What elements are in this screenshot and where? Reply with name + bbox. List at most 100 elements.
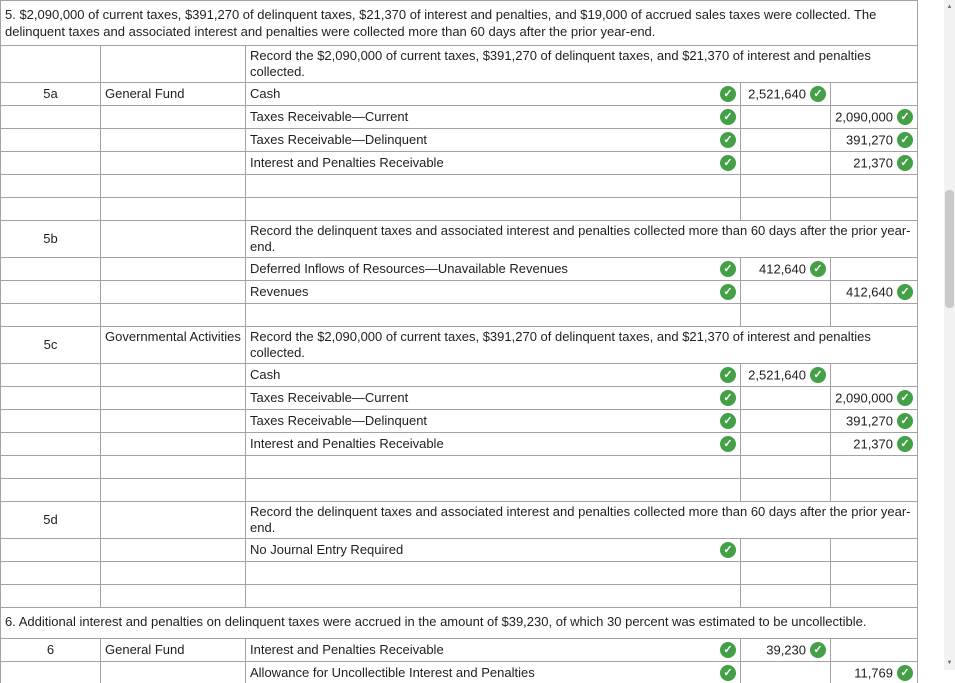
instruction-text: 5. $2,090,000 of current taxes, $391,270… (0, 0, 918, 46)
account-title-cell[interactable]: No Journal Entry Required ✓ (245, 538, 741, 562)
debit-amount-cell (740, 303, 831, 327)
fund-cell (100, 501, 246, 539)
credit-amount-cell[interactable]: 391,270 ✓ (830, 128, 918, 152)
scroll-down-button[interactable]: ▼ (944, 656, 955, 670)
check-icon: ✓ (897, 284, 913, 301)
credit-amount-cell (830, 455, 918, 479)
entry-number-cell (0, 455, 101, 479)
debit-amount-cell[interactable] (740, 151, 831, 175)
fund-cell (100, 45, 246, 83)
credit-amount-cell[interactable]: 412,640 ✓ (830, 280, 918, 304)
account-title: Deferred Inflows of Resources—Unavailabl… (250, 261, 568, 276)
fund-cell (100, 661, 246, 683)
check-icon: ✓ (897, 665, 913, 682)
check-icon: ✓ (720, 367, 736, 383)
entry-row: 6 General Fund Interest and Penalties Rece… (0, 638, 918, 662)
check-icon: ✓ (810, 642, 826, 659)
check-icon: ✓ (720, 155, 736, 171)
entry-number-cell (0, 280, 101, 304)
account-title-cell[interactable]: Taxes Receivable—Delinquent ✓ (245, 128, 741, 152)
account-title-cell[interactable]: Interest and Penalties Receivable ✓ (245, 151, 741, 175)
account-title-cell[interactable]: Allowance for Uncollectible Interest and… (245, 661, 741, 683)
credit-amount: 21,370 (853, 155, 893, 171)
entry-number-cell: 5a (0, 82, 101, 106)
debit-amount-cell[interactable] (740, 661, 831, 683)
entry-number-cell (0, 197, 101, 221)
account-title: Taxes Receivable—Delinquent (250, 132, 428, 147)
check-icon: ✓ (810, 261, 826, 278)
debit-amount-cell (740, 455, 831, 479)
credit-amount-cell[interactable]: 2,090,000 ✓ (830, 105, 918, 129)
debit-amount-cell[interactable] (740, 409, 831, 433)
entry-number-cell: 5c (0, 326, 101, 364)
description-row: 5d Record the delinquent taxes and associ… (0, 501, 918, 539)
credit-amount-cell[interactable]: 21,370 ✓ (830, 151, 918, 175)
credit-amount-cell[interactable] (830, 82, 918, 106)
credit-amount-cell[interactable] (830, 638, 918, 662)
scroll-up-button[interactable]: ▲ (944, 0, 955, 14)
fund-cell (100, 478, 246, 502)
check-icon: ✓ (720, 86, 736, 102)
entry-number-cell: 5b (0, 220, 101, 258)
debit-amount-cell[interactable] (740, 432, 831, 456)
account-title-cell[interactable]: Interest and Penalties Receivable ✓ (245, 432, 741, 456)
fund-cell (100, 220, 246, 258)
credit-amount-cell[interactable] (830, 257, 918, 281)
vertical-scrollbar[interactable]: ▲ ▼ (944, 0, 955, 670)
account-title-cell[interactable]: Cash ✓ (245, 82, 741, 106)
debit-amount-cell[interactable] (740, 280, 831, 304)
account-title: Taxes Receivable—Current (250, 109, 409, 124)
account-title: Allowance for Uncollectible Interest and… (250, 665, 535, 680)
debit-amount: 2,521,640 (748, 86, 806, 102)
scrollbar-thumb[interactable] (945, 190, 954, 308)
debit-amount-cell[interactable] (740, 105, 831, 129)
entry-number-cell (0, 151, 101, 175)
account-title-cell[interactable]: Deferred Inflows of Resources—Unavailabl… (245, 257, 741, 281)
entry-number-cell (0, 661, 101, 683)
credit-amount: 21,370 (853, 436, 893, 452)
entry-row: Cash ✓ 2,521,640 ✓ (0, 363, 918, 387)
fund-cell (100, 538, 246, 562)
credit-amount-cell (830, 303, 918, 327)
credit-amount-cell[interactable]: 21,370 ✓ (830, 432, 918, 456)
scroll-down-icon: ▼ (946, 660, 953, 666)
fund-cell (100, 128, 246, 152)
credit-amount-cell (830, 478, 918, 502)
account-title-cell[interactable]: Taxes Receivable—Current ✓ (245, 105, 741, 129)
account-title-cell[interactable]: Taxes Receivable—Delinquent ✓ (245, 409, 741, 433)
entry-number-cell (0, 257, 101, 281)
account-title-cell[interactable]: Interest and Penalties Receivable ✓ (245, 638, 741, 662)
credit-amount-cell[interactable]: 391,270 ✓ (830, 409, 918, 433)
debit-amount-cell[interactable] (740, 538, 831, 562)
debit-amount-cell (740, 197, 831, 221)
check-icon: ✓ (897, 413, 913, 430)
credit-amount-cell[interactable] (830, 538, 918, 562)
account-title-cell[interactable]: Taxes Receivable—Current ✓ (245, 386, 741, 410)
check-icon: ✓ (720, 390, 736, 406)
fund-cell (100, 363, 246, 387)
credit-amount-cell[interactable] (830, 363, 918, 387)
entry-description-cell: Record the $2,090,000 of current taxes, … (245, 326, 918, 364)
debit-amount-cell[interactable]: 2,521,640 ✓ (740, 82, 831, 106)
debit-amount-cell[interactable] (740, 386, 831, 410)
debit-amount-cell[interactable]: 412,640 ✓ (740, 257, 831, 281)
credit-amount-cell[interactable]: 2,090,000 ✓ (830, 386, 918, 410)
account-title-cell[interactable]: Cash ✓ (245, 363, 741, 387)
entry-row: Taxes Receivable—Delinquent ✓ 391,270 ✓ (0, 128, 918, 152)
debit-amount-cell[interactable]: 39,230 ✓ (740, 638, 831, 662)
credit-amount: 391,270 (846, 132, 893, 148)
fund-cell (100, 174, 246, 198)
account-title-cell[interactable]: Revenues ✓ (245, 280, 741, 304)
debit-amount-cell[interactable]: 2,521,640 ✓ (740, 363, 831, 387)
account-title-cell (245, 455, 741, 479)
fund-cell (100, 303, 246, 327)
check-icon: ✓ (720, 642, 736, 658)
account-title: Taxes Receivable—Delinquent (250, 413, 428, 428)
check-icon: ✓ (720, 436, 736, 452)
credit-amount-cell[interactable]: 11,769 ✓ (830, 661, 918, 683)
debit-amount-cell (740, 561, 831, 585)
account-title-cell (245, 584, 741, 608)
debit-amount-cell[interactable] (740, 128, 831, 152)
fund-cell (100, 432, 246, 456)
